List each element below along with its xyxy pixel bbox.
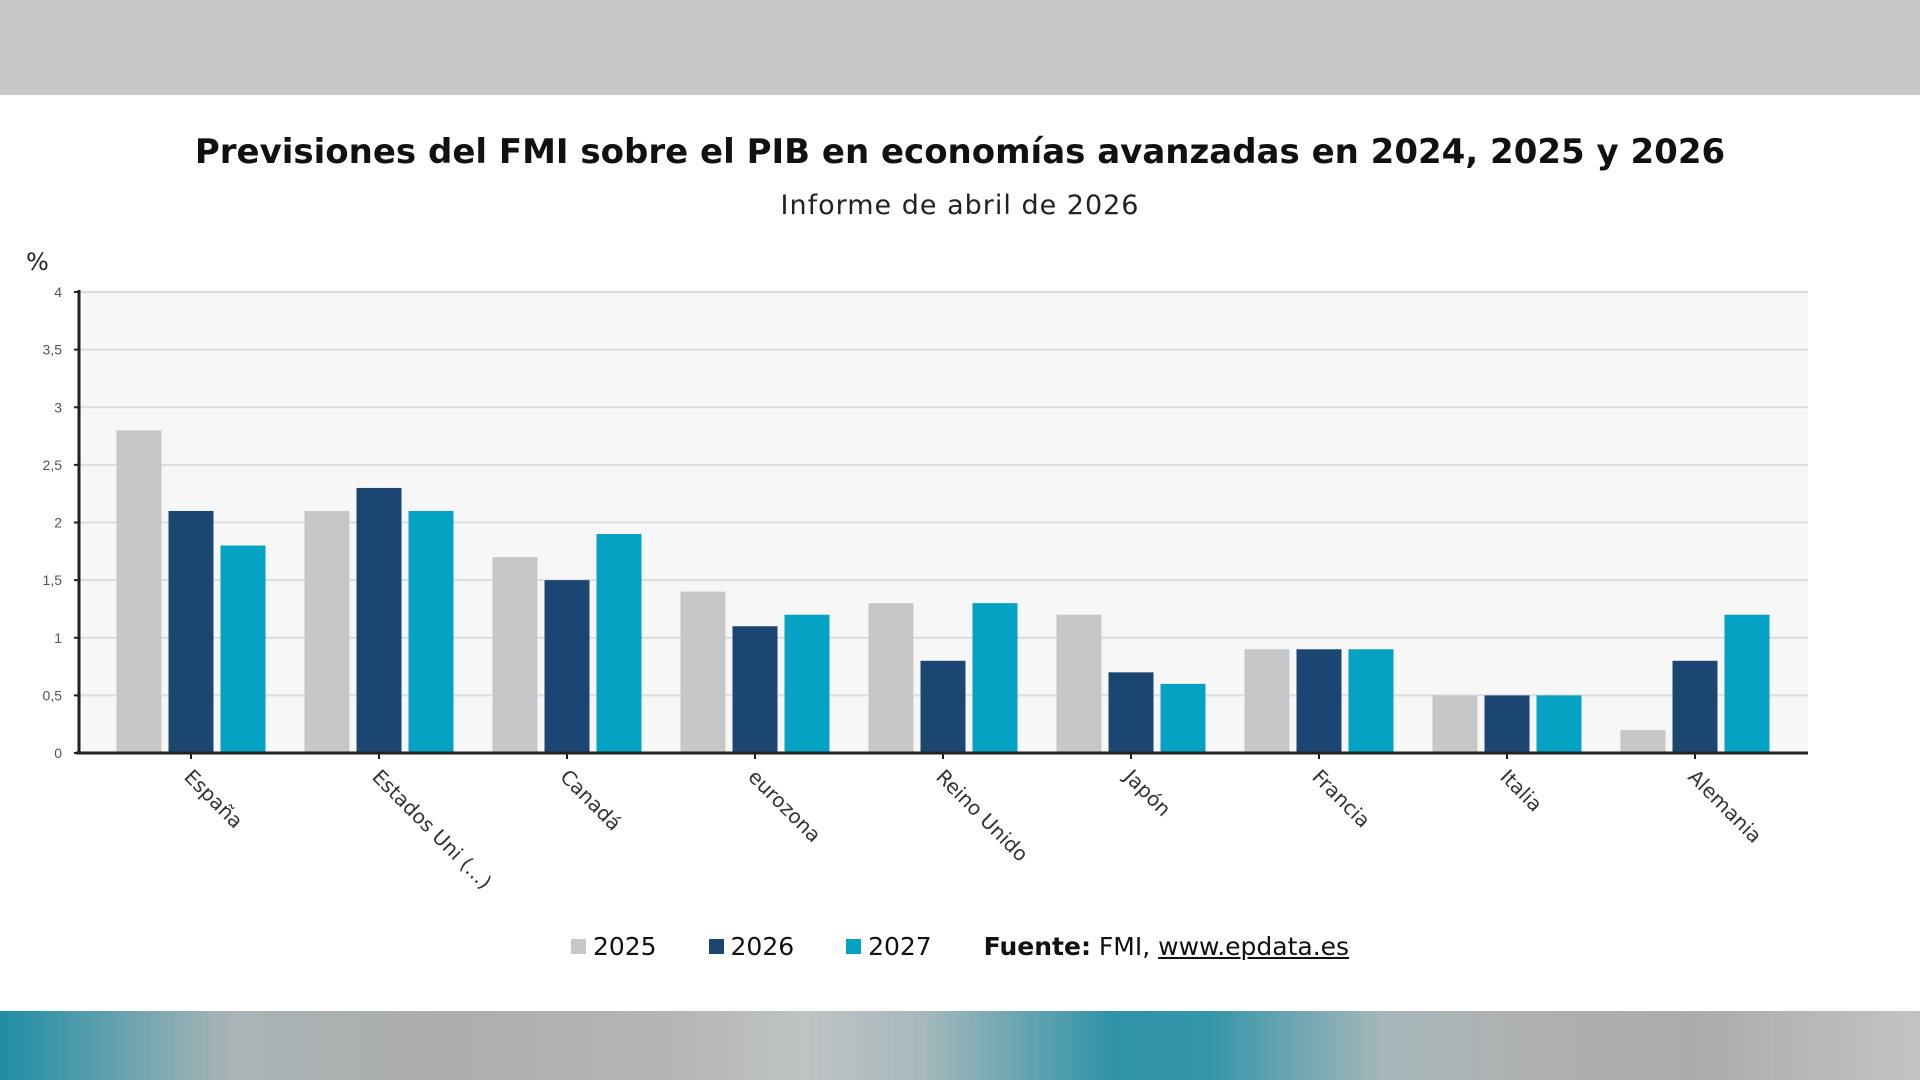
- bar-2026: [544, 580, 590, 753]
- legend-swatch: [570, 939, 586, 954]
- bar-2026: [1672, 660, 1718, 753]
- x-tick-label: Canadá: [555, 765, 626, 836]
- bar-2027: [1724, 614, 1770, 753]
- legend-label: 2027: [868, 932, 932, 961]
- bar-2025: [1056, 614, 1102, 753]
- bar-2027: [1348, 649, 1394, 753]
- bar-2026: [1108, 672, 1154, 753]
- bar-2026: [732, 626, 778, 753]
- x-tick-label: Estados Uni (...): [367, 765, 496, 894]
- bar-2027: [220, 545, 266, 753]
- bar-2026: [1296, 649, 1342, 753]
- bar-2025: [1432, 695, 1478, 753]
- legend-swatch: [846, 939, 862, 954]
- x-tick-label: Japón: [1118, 763, 1176, 821]
- bar-2027: [1536, 695, 1582, 753]
- source-link[interactable]: www.epdata.es: [1158, 932, 1350, 961]
- y-tick-label: 3,5: [43, 342, 63, 358]
- bar-2025: [868, 603, 914, 753]
- y-tick-label: 3: [54, 399, 62, 415]
- legend-label: 2026: [730, 932, 795, 961]
- legend-item-2026: 2026: [708, 932, 795, 961]
- bar-2027: [972, 603, 1018, 753]
- x-tick-label: Italia: [1495, 765, 1547, 817]
- bar-2027: [408, 510, 454, 753]
- chart-subtitle: Informe de abril de 2026: [780, 190, 1140, 221]
- y-tick-label: 1: [54, 630, 62, 646]
- bar-2025: [304, 510, 350, 753]
- x-tick-label: Reino Unido: [931, 765, 1033, 867]
- x-tick-label: España: [179, 765, 248, 834]
- bar-2027: [1160, 683, 1206, 753]
- source-text: FMI,: [1098, 932, 1151, 961]
- bar-2027: [596, 534, 642, 753]
- bar-2027: [784, 614, 830, 753]
- legend-item-2027: 2027: [846, 932, 932, 961]
- legend-swatch: [708, 939, 724, 954]
- bar-2026: [1484, 695, 1530, 753]
- y-tick-label: 2,5: [43, 457, 63, 473]
- source-note: Fuente: FMI, www.epdata.es: [984, 932, 1349, 961]
- legend-label: 2025: [592, 932, 657, 961]
- bar-2026: [920, 660, 966, 753]
- y-axis-label: %: [26, 248, 49, 276]
- y-tick-label: 0,5: [43, 687, 63, 703]
- y-tick-label: 0: [54, 745, 62, 761]
- legend: 2025 2026 2027 Fuente: FMI, www.epdata.e…: [0, 932, 1920, 961]
- y-tick-label: 2: [54, 515, 62, 531]
- x-tick-label: Francia: [1307, 765, 1375, 833]
- source-label: Fuente:: [983, 932, 1091, 961]
- bottom-band: [0, 1011, 1920, 1080]
- bar-2025: [116, 430, 162, 753]
- bar-2025: [492, 557, 538, 753]
- bar-2025: [1244, 649, 1290, 753]
- y-tick-label: 1,5: [43, 572, 63, 588]
- y-tick-label: 4: [54, 284, 62, 300]
- chart-title: Previsiones del FMI sobre el PIB en econ…: [194, 132, 1726, 172]
- bar-2025: [1620, 729, 1666, 753]
- x-tick-label: eurozona: [743, 765, 825, 847]
- bar-2026: [356, 487, 402, 753]
- bar-2025: [680, 591, 726, 753]
- legend-item-2025: 2025: [570, 932, 657, 961]
- bar-2026: [168, 510, 214, 753]
- top-band: [0, 0, 1920, 95]
- x-tick-label: Alemania: [1683, 765, 1766, 848]
